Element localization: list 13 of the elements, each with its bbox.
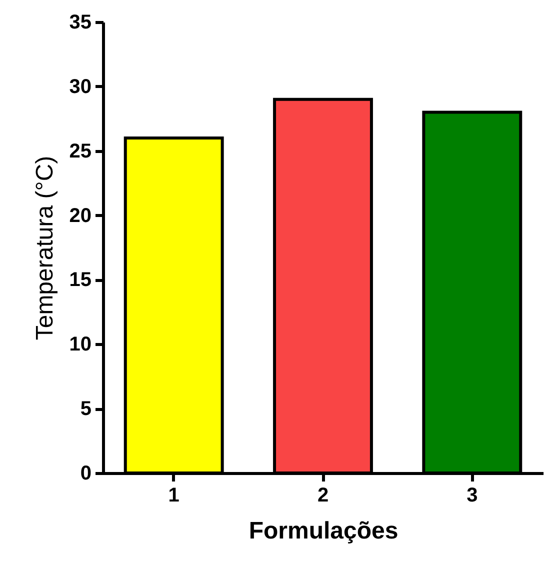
- y-axis-title: Temperatura (°C): [31, 156, 58, 340]
- y-tick-label: 5: [80, 398, 92, 420]
- y-tick-label: 30: [69, 76, 92, 98]
- x-tick-label: 1: [168, 484, 180, 506]
- y-tick-label: 0: [80, 462, 92, 484]
- y-tick-label: 20: [69, 204, 92, 227]
- x-tick-label: 2: [317, 484, 329, 506]
- x-axis-title: Formulações: [248, 518, 398, 544]
- x-tick-label: 3: [466, 484, 478, 506]
- y-tick-label: 15: [69, 269, 92, 292]
- y-tick-label: 10: [69, 334, 92, 356]
- y-tick-label: 35: [69, 12, 92, 34]
- y-tick-label: 25: [69, 140, 92, 162]
